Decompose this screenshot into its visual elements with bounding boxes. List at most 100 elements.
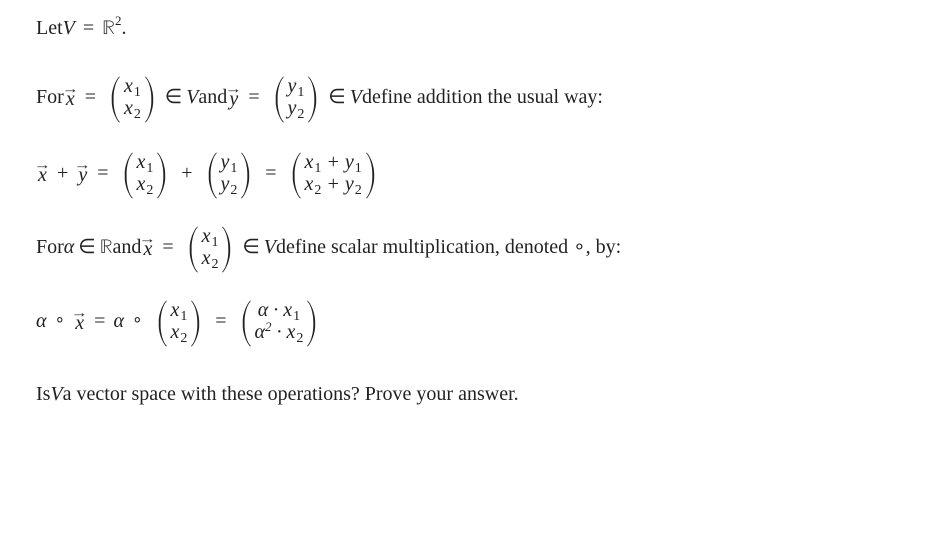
sub: 2 <box>295 331 303 346</box>
text-for: For <box>36 235 64 259</box>
arrow-icon: → <box>34 162 51 169</box>
paren-right: ) <box>240 150 253 196</box>
paren-left: ( <box>239 298 252 344</box>
op-eq: = <box>75 16 102 40</box>
line-for-xy: For → x = ( x1 x2 ) ∈ V and → y = ( y1 y… <box>36 74 937 120</box>
paren-left: ( <box>289 150 302 196</box>
text-period: . <box>121 16 126 40</box>
sym-R: ℝ <box>102 16 115 40</box>
cell: x <box>304 173 313 195</box>
colvec-B-stack: y1 y2 <box>220 151 237 195</box>
paren-left: ( <box>155 298 168 344</box>
arrow-icon: → <box>225 86 242 93</box>
text-and: and <box>113 235 142 259</box>
line-for-alpha: For α ∈ ℝ and → x = ( x1 x2 ) ∈ V define… <box>36 224 937 270</box>
sym-V: V <box>63 16 75 40</box>
paren-left: ( <box>121 150 134 196</box>
colvec-result: ( α · x1 α2 · x2 ) <box>237 298 322 344</box>
vec-x: → x <box>64 86 77 108</box>
sub: 1 <box>354 161 362 176</box>
op-eq: = <box>77 85 104 109</box>
text-is: Is <box>36 382 50 406</box>
op-eq: = <box>257 161 284 185</box>
vec-x: → x <box>36 162 49 184</box>
paren-left: ( <box>186 224 199 270</box>
sub: 2 <box>145 183 153 198</box>
op-plus: + <box>326 151 345 173</box>
sym-alpha: α <box>254 321 265 343</box>
cell: x <box>283 299 292 321</box>
sub: 2 <box>229 183 237 198</box>
sub: 1 <box>292 309 300 324</box>
op-in: ∈ <box>161 85 186 109</box>
sym-alpha: α <box>64 235 75 259</box>
sub: 1 <box>296 85 304 100</box>
colvec-x: ( x1 x2 ) <box>153 298 206 344</box>
op-plus: + <box>326 173 345 195</box>
text-tail: define scalar multiplication, denoted ∘,… <box>276 235 621 259</box>
paren-right: ) <box>306 298 319 344</box>
op-in: ∈ <box>74 235 99 259</box>
paren-right: ) <box>143 74 156 120</box>
colvec-x: ( x1 x2 ) <box>184 224 237 270</box>
sym-alpha: α <box>36 309 47 333</box>
arrow-icon: → <box>74 162 91 169</box>
paren-left: ( <box>108 74 121 120</box>
colvec-y-stack: y1 y2 <box>288 75 305 119</box>
op-ring: ∘ <box>124 310 151 330</box>
colvec-x-stack: x1 x2 <box>171 299 188 343</box>
colvec-y: ( y1 y2 ) <box>270 74 323 120</box>
paren-right: ) <box>190 298 203 344</box>
colvec-sum-stack: x1 + y1 x2 + y2 <box>304 151 361 195</box>
sym-V: V <box>264 235 276 259</box>
paren-left: ( <box>272 74 285 120</box>
sub: 2 <box>313 183 321 198</box>
vec-x: → x <box>73 310 86 332</box>
math-problem: Let V = ℝ 2 . For → x = ( x1 x2 ) ∈ V an… <box>0 0 937 538</box>
op-in: ∈ <box>324 85 349 109</box>
line-scalar-mult: α ∘ → x = α ∘ ( x1 x2 ) = ( α · x1 <box>36 298 937 344</box>
arrow-icon: → <box>139 236 156 243</box>
sub: 1 <box>313 161 321 176</box>
paren-right: ) <box>221 224 234 270</box>
sup-2: 2 <box>265 319 272 334</box>
sup-2: 2 <box>115 13 122 29</box>
colvec-x-stack: x1 x2 <box>124 75 141 119</box>
op-plus: + <box>49 161 76 185</box>
sym-V: V <box>350 85 362 109</box>
cell: x <box>124 97 133 119</box>
sub: 2 <box>296 107 304 122</box>
sub: 1 <box>179 309 187 324</box>
colvec-A-stack: x1 x2 <box>136 151 153 195</box>
cell: y <box>220 151 229 173</box>
text-tail: define addition the usual way: <box>362 85 603 109</box>
cell: x <box>304 151 313 173</box>
sym-alpha: α <box>258 299 269 321</box>
op-eq: = <box>89 161 116 185</box>
cell: y <box>220 173 229 195</box>
cell: y <box>345 151 354 173</box>
sym-V: V <box>186 85 198 109</box>
cell: y <box>345 173 354 195</box>
cell: x <box>124 75 133 97</box>
text-question: a vector space with these operations? Pr… <box>63 382 519 406</box>
sym-alpha: α <box>113 309 124 333</box>
colvec-x-stack: x1 x2 <box>202 225 219 269</box>
sub: 1 <box>133 85 141 100</box>
arrow-icon: → <box>62 86 79 93</box>
op-ring: ∘ <box>47 310 74 330</box>
sym-R: ℝ <box>100 235 113 259</box>
op-in: ∈ <box>238 235 263 259</box>
vec-y: → y <box>227 86 240 108</box>
text-and: and <box>198 85 227 109</box>
paren-right: ) <box>364 150 377 196</box>
line-question: Is V a vector space with these operation… <box>36 382 937 406</box>
op-plus: + <box>173 161 200 185</box>
sub: 2 <box>179 331 187 346</box>
op-eq: = <box>154 235 181 259</box>
paren-left: ( <box>205 150 218 196</box>
colvec-B: ( y1 y2 ) <box>203 150 256 196</box>
line-let: Let V = ℝ 2 . <box>36 16 937 40</box>
text-let: Let <box>36 16 63 40</box>
paren-right: ) <box>307 74 320 120</box>
